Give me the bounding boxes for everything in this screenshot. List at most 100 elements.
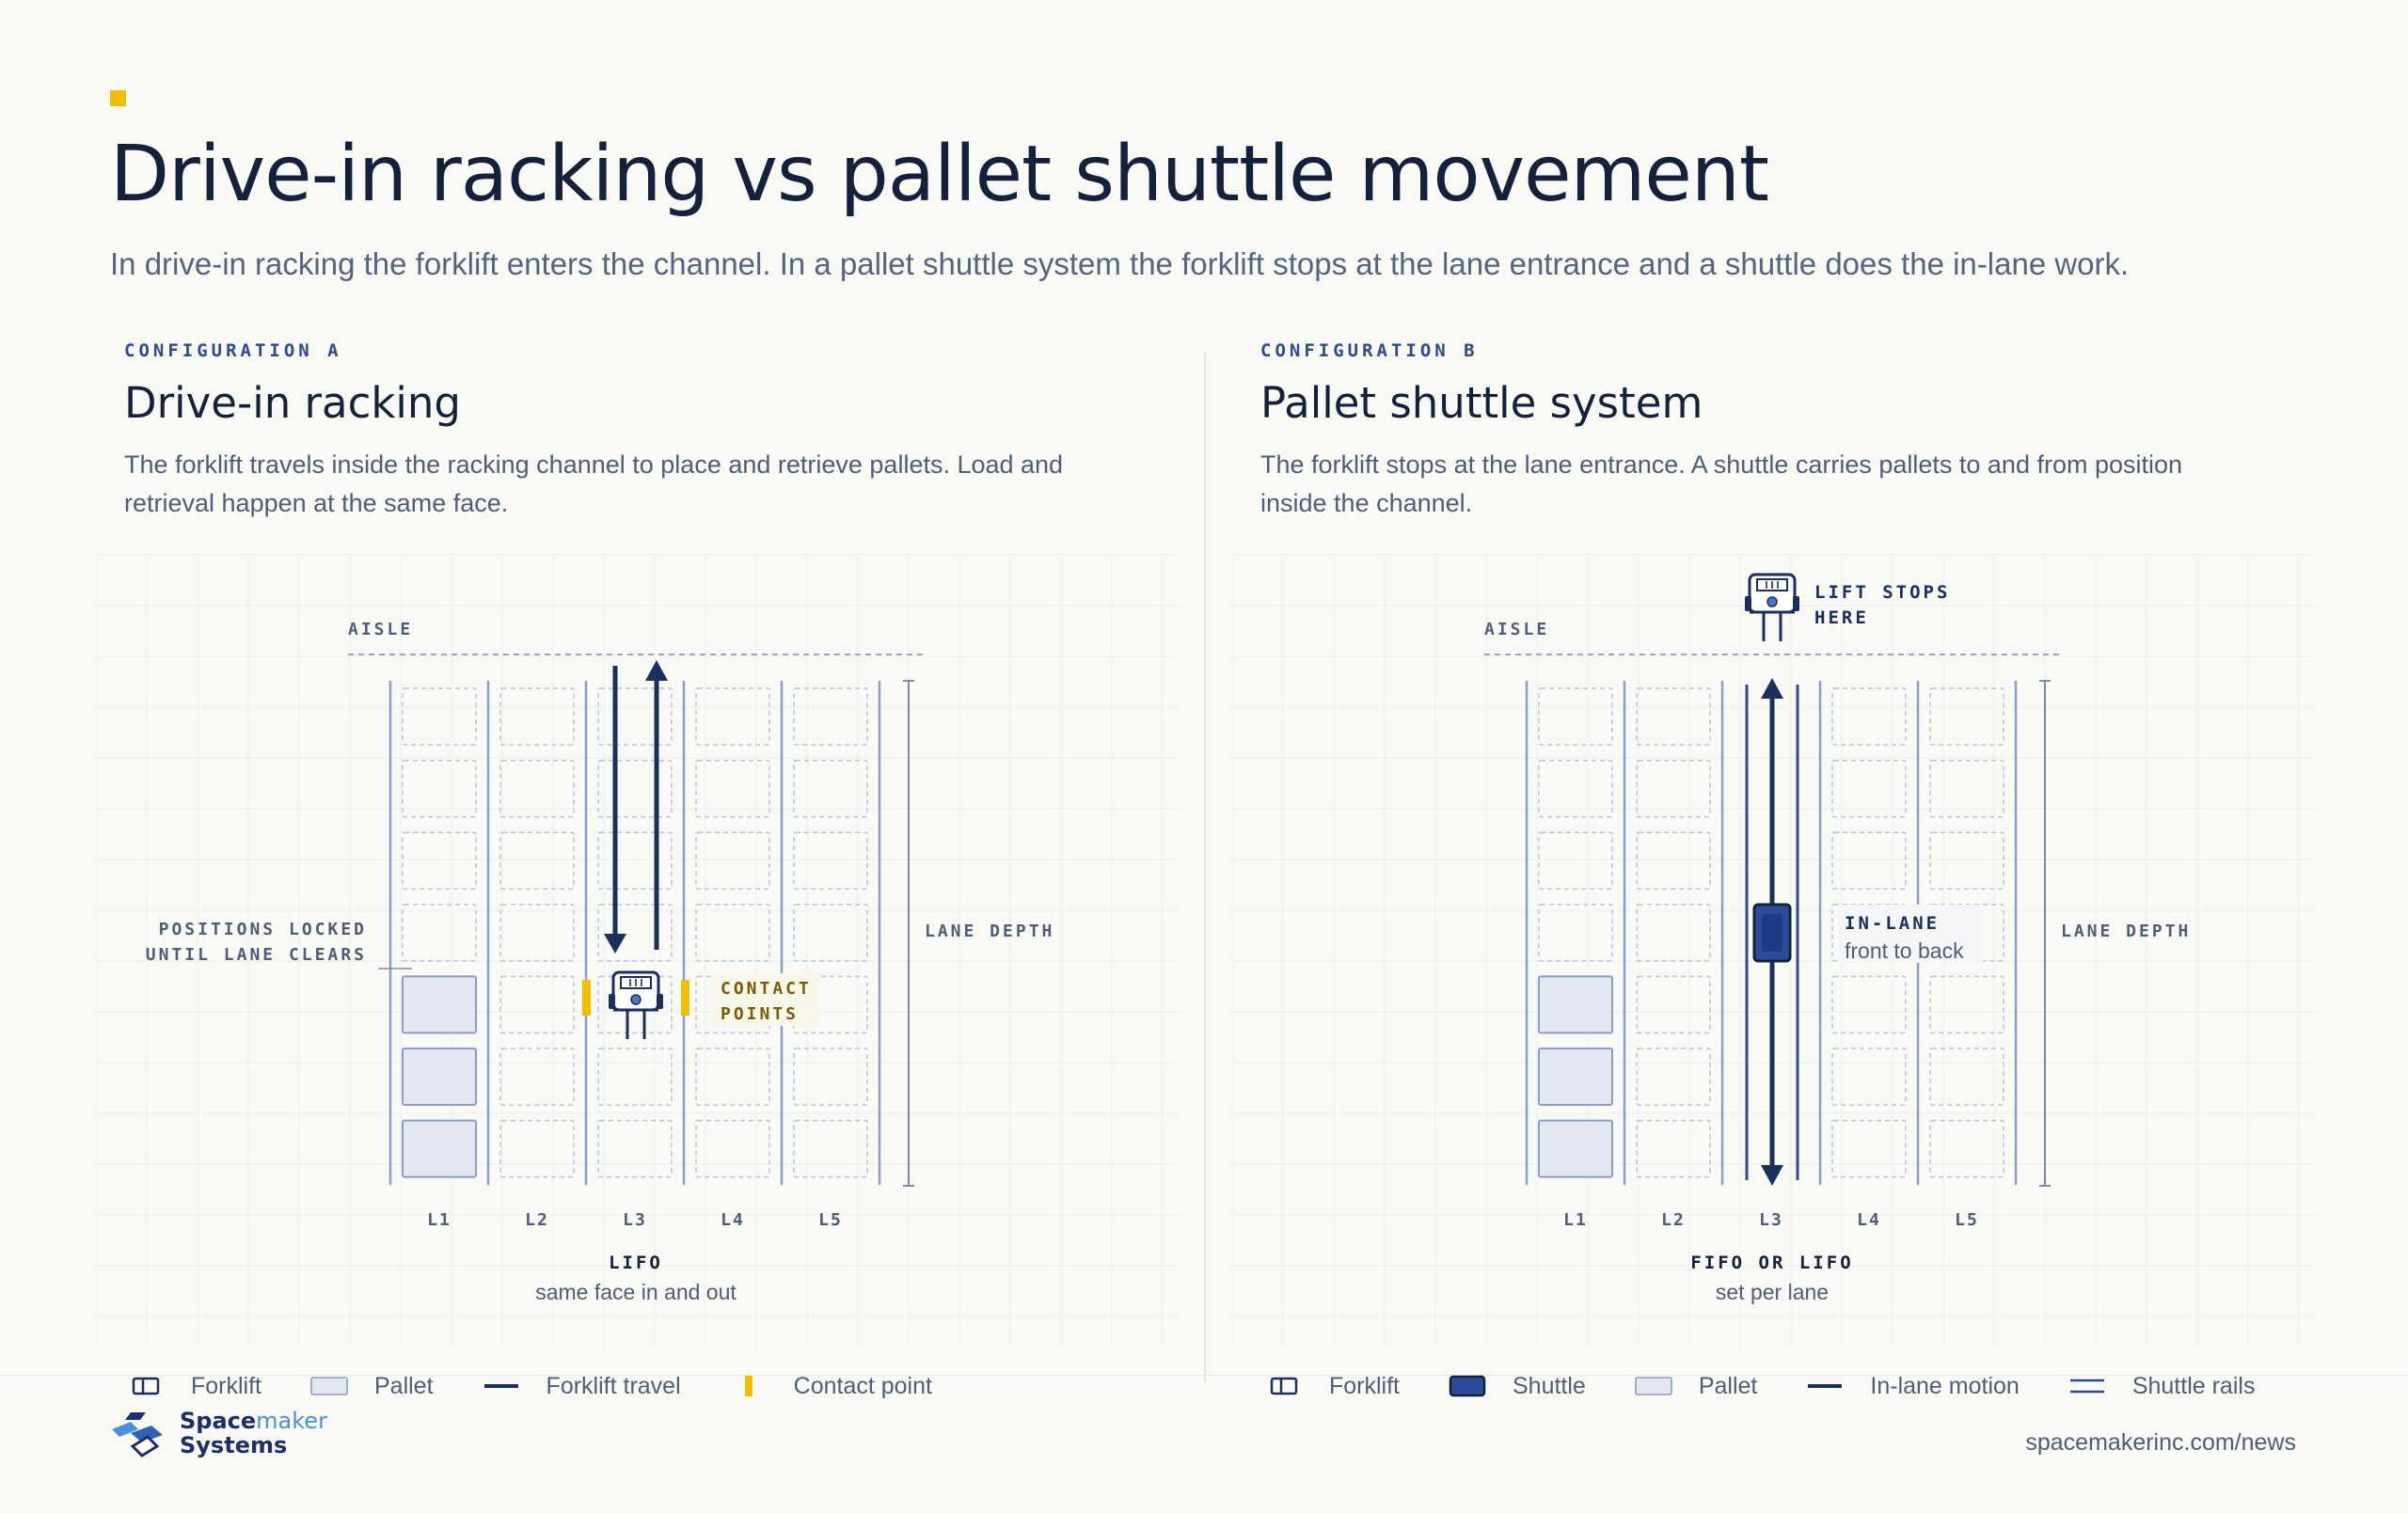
empty-slot — [695, 1048, 770, 1106]
empty-slot — [1929, 831, 2004, 890]
empty-slot — [1636, 904, 1711, 962]
aisle-label-b: AISLE — [1484, 620, 1549, 639]
empty-slot — [597, 687, 673, 746]
lane-depth-bracket-b — [2039, 680, 2051, 1187]
legend-item-pallet: Pallet — [310, 1373, 434, 1400]
lane-label: L4 — [721, 1210, 745, 1230]
legend-item-forklift: Forklift — [1265, 1373, 1400, 1400]
legend-label: Forklift travel — [546, 1372, 681, 1399]
empty-slot — [1929, 687, 2004, 746]
empty-slot — [1831, 1119, 1907, 1178]
lane-label: L1 — [427, 1210, 452, 1230]
brand-line1-b: maker — [256, 1408, 327, 1434]
pallet-icon — [402, 975, 477, 1034]
legend-label: Forklift — [191, 1372, 261, 1399]
panel-divider — [1204, 353, 1206, 1382]
empty-slot — [499, 687, 575, 746]
in-lane-motion-icon — [1806, 1373, 1844, 1399]
mode-sub-b: set per lane — [1716, 1280, 1829, 1304]
legend-label: In-lane motion — [1870, 1372, 2020, 1399]
rack-b — [1525, 681, 2018, 1186]
empty-slot — [499, 1048, 575, 1106]
shuttle-icon — [1449, 1373, 1486, 1399]
empty-slot — [793, 1048, 868, 1106]
empty-slot — [695, 831, 770, 890]
diagram-drive-in: AISLE L1 L2 L3 L4 L5 LANE DEPTH POSITIONS LO… — [96, 554, 1178, 1347]
legend-b: Forklift Shuttle Pallet In-lane motion S… — [1265, 1369, 2304, 1403]
contact-point-left — [582, 980, 591, 1016]
lane-labels-b: L1 L2 L3 L4 L5 — [1563, 1210, 1979, 1230]
forklift-icon — [1265, 1373, 1303, 1399]
spacemaker-logo-icon — [112, 1412, 163, 1458]
page-subtitle: In drive-in racking the forklift enters … — [110, 246, 2130, 281]
inlane-label-sub: front to back — [1845, 938, 1964, 963]
locked-label-line1: POSITIONS LOCKED — [159, 920, 367, 939]
legend-label: Shuttle — [1513, 1372, 1586, 1399]
legend-item-forklift-travel: Forklift travel — [483, 1373, 681, 1400]
empty-slot — [1636, 759, 1711, 818]
brand-logo: Spacemaker Systems — [110, 1409, 327, 1458]
shuttle-icon — [1752, 903, 1792, 963]
panel-description-b: The forklift stops at the lane entrance.… — [1260, 450, 2183, 517]
empty-slot — [793, 687, 868, 746]
legend-label: Pallet — [1698, 1372, 1758, 1399]
contact-label-line1: CONTACT — [721, 979, 812, 999]
empty-slot — [1636, 687, 1711, 746]
lane-label: L2 — [1661, 1210, 1686, 1230]
empty-slot — [695, 687, 770, 746]
contact-label-line2: POINTS — [721, 1004, 799, 1024]
empty-slot — [793, 759, 868, 818]
empty-slot — [1831, 831, 1907, 890]
page-title: Drive-in racking vs pallet shuttle movem… — [110, 130, 1769, 219]
lift-label-line1: LIFT STOPS — [1814, 582, 1950, 603]
legend-item-forklift: Forklift — [127, 1373, 261, 1400]
empty-slot — [1929, 1119, 2004, 1178]
lane-label: L5 — [818, 1210, 843, 1230]
lane-label: L5 — [1955, 1210, 1979, 1230]
mode-title-b: FIFO OR LIFO — [1690, 1253, 1853, 1273]
empty-slot — [402, 687, 477, 746]
forklift-travel-out-arrow — [645, 660, 668, 950]
locked-label-line2: UNTIL LANE CLEARS — [146, 945, 367, 965]
panel-description-a: The forklift travels inside the racking … — [124, 450, 1064, 517]
empty-slot — [1636, 1048, 1711, 1106]
empty-slot — [695, 904, 770, 962]
empty-slot — [499, 1119, 575, 1178]
empty-slot — [402, 831, 477, 890]
mode-sub-a: same face in and out — [535, 1280, 737, 1304]
empty-slot — [695, 759, 770, 818]
empty-slot — [1929, 759, 2004, 818]
legend-label: Shuttle rails — [2131, 1372, 2256, 1399]
lane-label: L4 — [1857, 1210, 1881, 1230]
empty-slot — [793, 831, 868, 890]
lane-label: L2 — [525, 1210, 549, 1230]
pallet-icon — [1635, 1373, 1672, 1399]
lane-depth-label-b: LANE DEPTH — [2061, 922, 2191, 941]
empty-slot — [1538, 759, 1613, 818]
empty-slot — [793, 904, 868, 962]
lane-label: L1 — [1563, 1210, 1588, 1230]
empty-slot — [1831, 975, 1907, 1034]
config-label-a: CONFIGURATION A — [124, 340, 342, 361]
footer-url-link[interactable]: spacemakerinc.com/news — [2025, 1429, 2296, 1456]
lane-label: L3 — [1759, 1210, 1783, 1230]
empty-slot — [1831, 687, 1907, 746]
empty-slot — [1636, 975, 1711, 1034]
accent-square — [110, 90, 126, 106]
legend-item-shuttle: Shuttle — [1449, 1373, 1586, 1400]
legend-item-in-lane-motion: In-lane motion — [1806, 1372, 2020, 1400]
mode-title-a: LIFO — [609, 1253, 663, 1273]
empty-slot — [597, 1048, 673, 1106]
config-label-b: CONFIGURATION B — [1260, 340, 1479, 361]
empty-slot — [499, 831, 575, 890]
pallet-icon — [402, 1048, 477, 1106]
legend-label: Pallet — [374, 1372, 434, 1399]
empty-slot — [1831, 759, 1907, 818]
empty-slot — [793, 975, 868, 1034]
forklift-travel-in-arrow — [604, 666, 626, 954]
empty-slot — [499, 759, 575, 818]
pallet-icon — [1538, 1048, 1613, 1106]
inlane-label-title: IN-LANE — [1845, 913, 1940, 934]
lane-depth-label-a: LANE DEPTH — [925, 922, 1054, 941]
empty-slot — [695, 1119, 770, 1178]
